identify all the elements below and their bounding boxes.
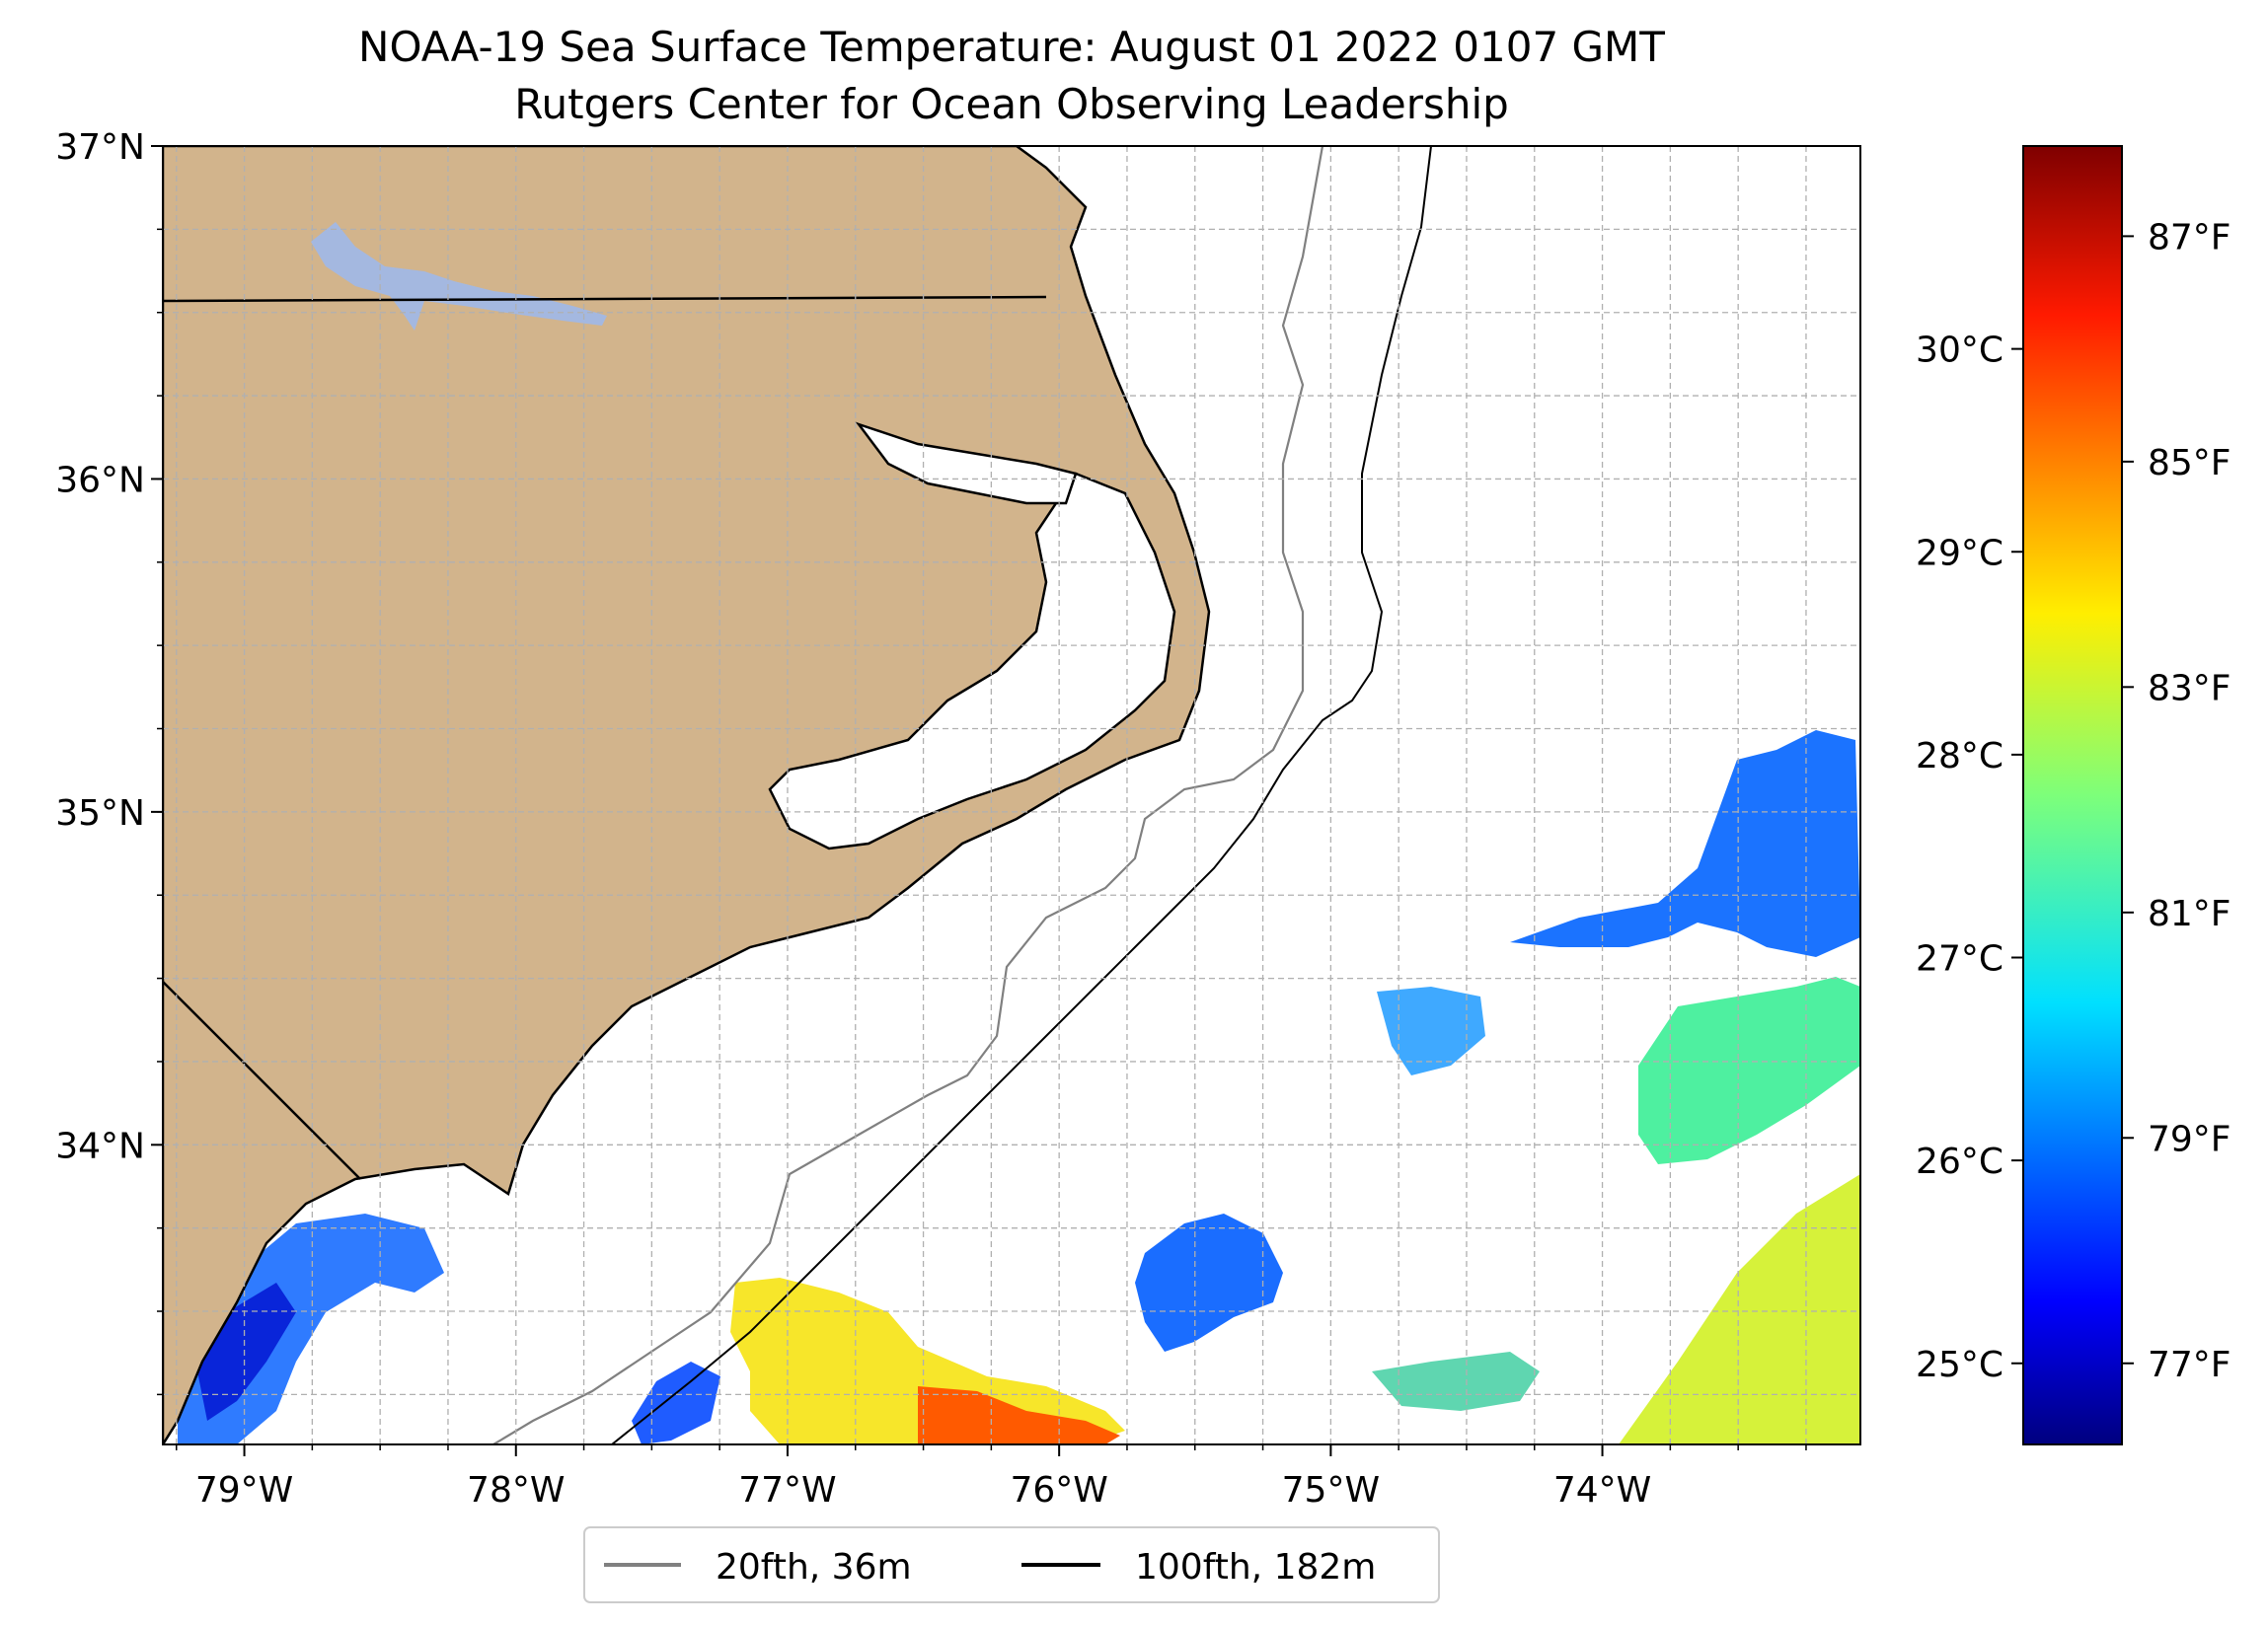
sst-patch-offshore-mid [1135,1214,1283,1352]
sst-patch-offshore-east-green [1638,977,1860,1164]
sst-patch-small-east [1377,987,1485,1075]
sst-patch-south-hot [918,1386,1120,1444]
albemarle-sound [855,421,1078,505]
isobath-20fth [492,146,1324,1444]
legend-box [583,1526,1440,1603]
legend-label-100fth: 100fth, 182m [1135,1547,1376,1588]
sst-layer [178,730,1860,1444]
cbar-f-label: 79°F [2148,1119,2231,1159]
cbar-c-label: 26°C [1916,1142,2003,1182]
cbar-c-label: 30°C [1916,331,2003,371]
cbar-f-label: 77°F [2148,1345,2231,1385]
legend-label-20fth: 20fth, 36m [716,1547,912,1588]
lon-tick-label: 79°W [195,1470,293,1511]
lon-tick-label: 74°W [1553,1470,1651,1511]
colorbar-celsius-axis: 30°C 29°C 28°C 27°C 26°C 25°C [1916,331,2023,1385]
sst-patch-south-coast-dark [197,1283,296,1421]
cbar-c-label: 29°C [1916,533,2003,573]
gridlines [163,146,1860,1444]
state-border-nc-va [163,295,1047,303]
map-frame [162,145,1861,1445]
sst-patch-small-south [1372,1352,1540,1411]
cbar-c-label: 25°C [1916,1345,2003,1385]
sst-patch-southeast-warm [1619,1174,1860,1444]
lat-tick-label: 37°N [55,127,145,168]
legend: 20fth, 36m 100fth, 182m [583,1526,1440,1603]
sst-patch-south-blue [632,1362,720,1444]
cbar-f-label: 87°F [2148,217,2231,258]
cbar-f-label: 81°F [2148,894,2231,934]
sst-patch-south-warm [730,1278,1125,1444]
cbar-c-label: 28°C [1916,736,2003,776]
map-subtitle: Rutgers Center for Ocean Observing Leade… [514,80,1509,128]
map-title: NOAA-19 Sea Surface Temperature: August … [358,23,1665,71]
lat-tick-label: 34°N [55,1126,145,1166]
longitude-axis: 79°W 78°W 77°W 76°W 75°W 74°W [176,1444,1807,1511]
lon-tick-label: 77°W [738,1470,836,1511]
colorbar [2022,145,2123,1445]
lon-tick-label: 76°W [1010,1470,1107,1511]
latitude-axis: 37°N 36°N 35°N 34°N [55,127,163,1396]
isobath-100fth [611,146,1432,1444]
lon-tick-label: 78°W [467,1470,565,1511]
sst-patch-offshore-east-cool [1510,730,1860,957]
cbar-f-label: 83°F [2148,668,2231,708]
pamlico-sound [768,472,1176,850]
lat-tick-label: 36°N [55,460,145,500]
state-border-nc-sc [163,981,361,1180]
lat-tick-label: 35°N [55,793,145,834]
lon-tick-label: 75°W [1282,1470,1380,1511]
cbar-c-label: 27°C [1916,939,2003,980]
colorbar-fahrenheit-axis: 87°F 85°F 83°F 81°F 79°F 77°F [2122,217,2231,1385]
lake-gaston [311,222,607,331]
cbar-f-label: 85°F [2148,443,2231,483]
